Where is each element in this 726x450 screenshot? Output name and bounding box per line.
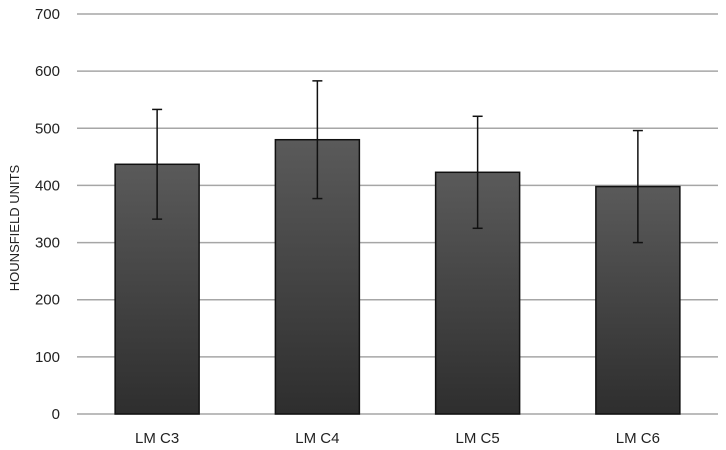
y-tick-label: 0 (52, 406, 60, 423)
y-tick-label: 400 (35, 177, 60, 194)
x-tick-label: LM C6 (616, 430, 660, 447)
y-tick-label: 700 (35, 6, 60, 23)
x-tick-label: LM C3 (135, 430, 179, 447)
y-tick-labels: 0 100 200 300 400 500 600 700 (35, 6, 60, 423)
x-tick-label: LM C5 (456, 430, 500, 447)
bar (595, 185, 681, 415)
y-tick-label: 600 (35, 63, 60, 80)
error-bars (152, 80, 643, 244)
bars (114, 138, 681, 415)
x-tick-labels: LM C3 LM C4 LM C5 LM C6 (135, 430, 660, 447)
y-axis-title: HOUNSFIELD UNITS (7, 164, 22, 291)
y-tick-label: 100 (35, 349, 60, 366)
y-tick-label: 500 (35, 120, 60, 137)
y-tick-label: 200 (35, 292, 60, 309)
x-tick-label: LM C4 (295, 430, 339, 447)
y-tick-label: 300 (35, 235, 60, 252)
